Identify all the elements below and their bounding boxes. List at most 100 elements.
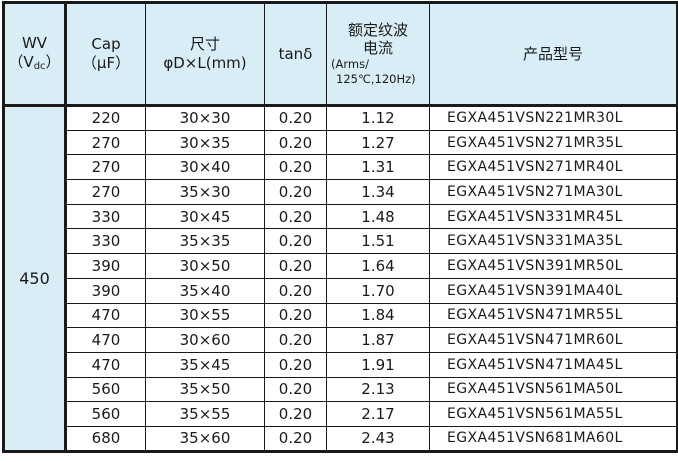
cell-part-number: EGXA451VSN331MR45L	[429, 203, 678, 230]
cell-cap: 270	[65, 179, 146, 205]
header-size-unit: φD×L(mm)	[163, 54, 247, 72]
table-body: 450 220 30×30 0.20 1.12 EGXA451VSN221MR30L 270…	[3, 105, 678, 452]
table-row: 680 35×60 0.20 2.43 EGXA451VSN681MA60L	[4, 425, 678, 452]
cell-ripple: 1.27	[326, 129, 430, 156]
cell-tan-delta: 0.20	[264, 376, 327, 403]
cell-cap: 270	[65, 129, 146, 156]
cell-size: 30×30	[145, 105, 265, 131]
cell-size: 35×50	[145, 376, 265, 403]
cell-size: 35×60	[145, 425, 265, 452]
cell-part-number: EGXA451VSN471MA45L	[429, 351, 678, 378]
header-cap-title: Cap	[91, 35, 121, 54]
cell-size: 35×40	[145, 277, 265, 304]
header-size-title: 尺寸	[189, 35, 220, 54]
cell-tan-delta: 0.20	[264, 401, 327, 427]
table-row: 560 35×55 0.20 2.17 EGXA451VSN561MA55L	[4, 401, 678, 427]
table-row: 390 35×40 0.20 1.70 EGXA451VSN391MA40L	[4, 277, 678, 304]
cell-ripple: 1.87	[326, 327, 430, 353]
cell-part-number: EGXA451VSN471MR60L	[429, 327, 678, 353]
cell-tan-delta: 0.20	[264, 425, 327, 452]
cell-tan-delta: 0.20	[264, 253, 327, 279]
cell-ripple: 1.12	[326, 105, 430, 131]
cell-cap: 560	[65, 401, 146, 427]
cell-part-number: EGXA451VSN681MA60L	[429, 425, 678, 452]
cell-tan-delta: 0.20	[264, 327, 327, 353]
cell-cap: 390	[65, 277, 146, 304]
cell-part-number: EGXA451VSN391MA40L	[429, 277, 678, 304]
table-row: 330 35×35 0.20 1.51 EGXA451VSN331MA35L	[4, 228, 678, 255]
header-ripple-current: 额定纹波 电流 (Arms/ 125℃,120Hz)	[326, 2, 430, 107]
header-cap: Cap （μF）	[65, 2, 146, 107]
cell-cap: 270	[65, 154, 146, 181]
header-ripple-title-2: 电流	[362, 39, 393, 58]
header-wv-unit: （Vdc）	[5, 53, 63, 74]
cell-part-number: EGXA451VSN561MA55L	[429, 401, 678, 427]
table-row: 270 30×35 0.20 1.27 EGXA451VSN271MR35L	[4, 129, 678, 156]
header-ripple-title-1: 额定纹波	[347, 21, 408, 40]
cell-tan-delta: 0.20	[264, 179, 327, 205]
cell-size: 30×60	[145, 327, 265, 353]
cell-part-number: EGXA451VSN271MR40L	[429, 154, 678, 181]
cell-ripple: 1.51	[326, 228, 430, 255]
cell-size: 30×50	[145, 253, 265, 279]
cell-cap: 330	[65, 203, 146, 230]
wv-subscript: dc	[33, 61, 46, 73]
cell-ripple: 1.31	[326, 154, 430, 181]
cell-size: 35×30	[145, 179, 265, 205]
header-part-number: 产品型号	[429, 2, 678, 107]
cell-size: 35×45	[145, 351, 265, 378]
cell-part-number: EGXA451VSN561MA50L	[429, 376, 678, 403]
header-tan-delta: tanδ	[264, 2, 327, 107]
cell-tan-delta: 0.20	[264, 302, 327, 329]
cell-cap: 470	[65, 327, 146, 353]
cell-size: 30×35	[145, 129, 265, 156]
header-cap-unit: （μF）	[81, 54, 131, 72]
cell-tan-delta: 0.20	[264, 351, 327, 378]
cell-ripple: 2.17	[326, 401, 430, 427]
cell-tan-delta: 0.20	[264, 154, 327, 181]
table-row: 560 35×50 0.20 2.13 EGXA451VSN561MA50L	[4, 376, 678, 403]
table-row: 450 220 30×30 0.20 1.12 EGXA451VSN221MR30L	[3, 105, 678, 452]
cell-tan-delta: 0.20	[264, 228, 327, 255]
cell-ripple: 1.91	[326, 351, 430, 378]
header-wv: WV （Vdc）	[3, 2, 67, 107]
table-row: 270 35×30 0.20 1.34 EGXA451VSN271MA30L	[4, 179, 678, 205]
cell-ripple: 1.48	[326, 203, 430, 230]
cell-tan-delta: 0.20	[264, 105, 327, 131]
cell-tan-delta: 0.20	[264, 203, 327, 230]
table-row: 470 30×55 0.20 1.84 EGXA451VSN471MR55L	[4, 302, 678, 329]
cell-tan-delta: 0.20	[264, 129, 327, 156]
header-ripple-unit-1: (Arms/	[331, 57, 369, 72]
cell-part-number: EGXA451VSN221MR30L	[429, 105, 678, 131]
cell-part-number: EGXA451VSN471MR55L	[429, 302, 678, 329]
cell-ripple: 1.34	[326, 179, 430, 205]
cell-ripple: 2.13	[326, 376, 430, 403]
header-wv-title: WV	[21, 34, 48, 53]
wv-value-cell: 450	[3, 105, 67, 452]
capacitor-spec-table: WV （Vdc） Cap （μF） 尺寸 φD×L(mm) tanδ 额定纹波 …	[2, 1, 678, 453]
wv-paren-close: ）	[45, 53, 61, 72]
table-row: 470 35×45 0.20 1.91 EGXA451VSN471MA45L	[4, 351, 678, 378]
cell-size: 30×40	[145, 154, 265, 181]
cell-part-number: EGXA451VSN391MR50L	[429, 253, 678, 279]
cell-tan-delta: 0.20	[264, 277, 327, 304]
header-row: WV （Vdc） Cap （μF） 尺寸 φD×L(mm) tanδ 额定纹波 …	[3, 2, 678, 107]
cell-ripple: 1.64	[326, 253, 430, 279]
cell-size: 30×45	[145, 203, 265, 230]
cell-size: 35×35	[145, 228, 265, 255]
cell-ripple: 2.43	[326, 425, 430, 452]
table-row: 390 30×50 0.20 1.64 EGXA451VSN391MR50L	[4, 253, 678, 279]
cell-part-number: EGXA451VSN271MR35L	[429, 129, 678, 156]
wv-paren-open: （V	[8, 53, 34, 72]
cell-cap: 470	[65, 351, 146, 378]
cell-size: 30×55	[145, 302, 265, 329]
cell-part-number: EGXA451VSN331MA35L	[429, 228, 678, 255]
cell-size: 35×55	[145, 401, 265, 427]
cell-ripple: 1.84	[326, 302, 430, 329]
table-row: 330 30×45 0.20 1.48 EGXA451VSN331MR45L	[4, 203, 678, 230]
cell-cap: 560	[65, 376, 146, 403]
table-row: 270 30×40 0.20 1.31 EGXA451VSN271MR40L	[4, 154, 678, 181]
table-row: 470 30×60 0.20 1.87 EGXA451VSN471MR60L	[4, 327, 678, 353]
cell-cap: 680	[65, 425, 146, 452]
cell-cap: 220	[65, 105, 146, 131]
